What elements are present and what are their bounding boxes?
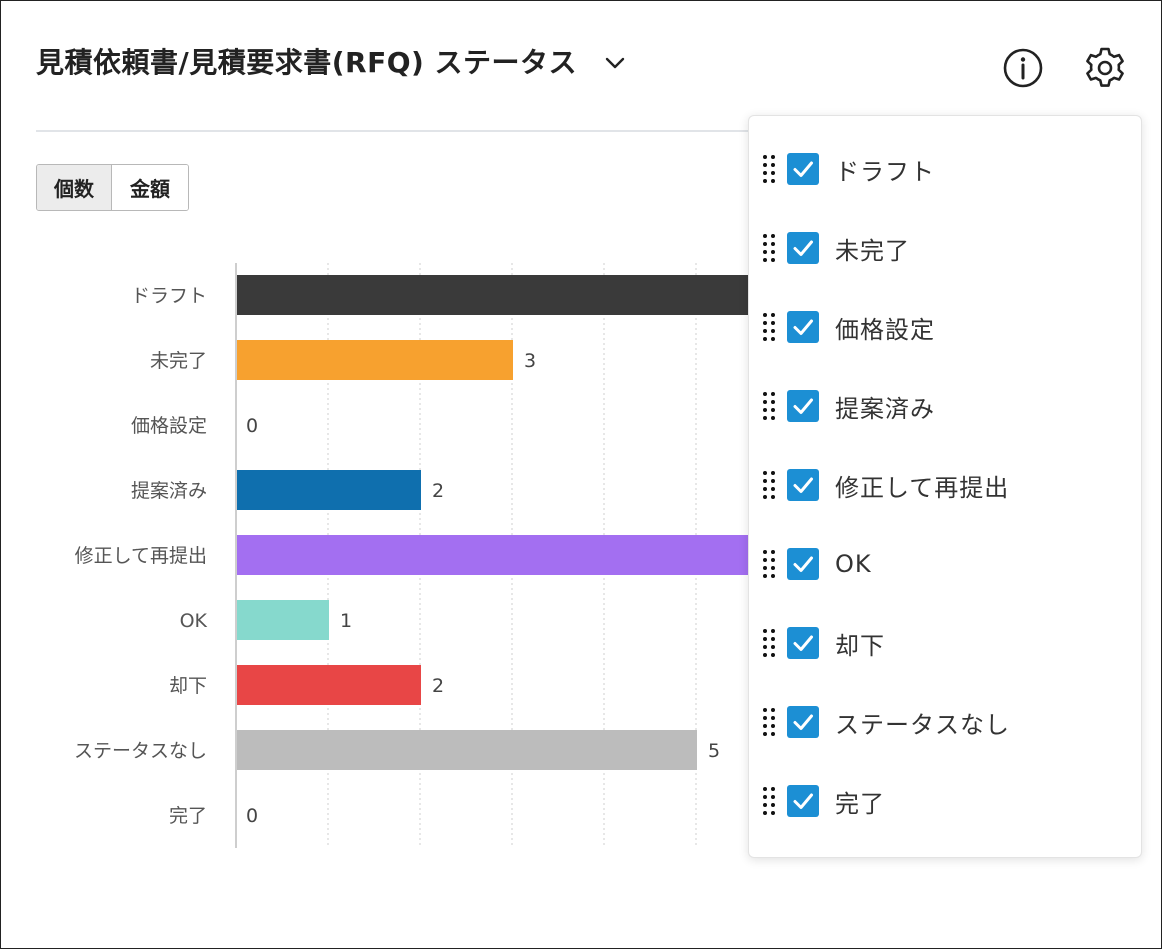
drag-handle-icon[interactable] bbox=[763, 312, 777, 342]
checkmark-icon bbox=[793, 240, 813, 256]
menu-item-label: ドラフト bbox=[835, 157, 935, 186]
checkmark-icon bbox=[793, 556, 813, 572]
checkmark-icon bbox=[793, 477, 813, 493]
bar[interactable] bbox=[237, 340, 513, 380]
category-label: 完了 bbox=[169, 805, 207, 827]
series-checkbox[interactable] bbox=[787, 785, 819, 817]
drag-handle-icon[interactable] bbox=[763, 549, 777, 579]
menu-item[interactable]: 未完了 bbox=[763, 228, 1123, 268]
menu-item[interactable]: 完了 bbox=[763, 781, 1123, 821]
checkmark-icon bbox=[793, 793, 813, 809]
bar[interactable] bbox=[237, 600, 329, 640]
category-label: ドラフト bbox=[131, 285, 207, 307]
info-icon[interactable] bbox=[1002, 47, 1044, 89]
series-checkbox[interactable] bbox=[787, 627, 819, 659]
checkmark-icon bbox=[793, 161, 813, 177]
menu-item[interactable]: 価格設定 bbox=[763, 307, 1123, 347]
drag-handle-icon[interactable] bbox=[763, 154, 777, 184]
category-label: OK bbox=[180, 610, 208, 632]
menu-item-label: 未完了 bbox=[835, 236, 910, 265]
metric-toggle: 個数 金額 bbox=[36, 164, 189, 211]
title-row[interactable]: 見積依頼書/見積要求書(RFQ) ステータス bbox=[36, 41, 627, 81]
gear-icon[interactable] bbox=[1082, 45, 1128, 91]
category-label: ステータスなし bbox=[74, 740, 207, 762]
series-checkbox[interactable] bbox=[787, 311, 819, 343]
category-label: 未完了 bbox=[150, 350, 207, 372]
bar-value-label: 3 bbox=[524, 350, 536, 372]
bar-value-label: 0 bbox=[246, 415, 258, 437]
drag-handle-icon[interactable] bbox=[763, 233, 777, 263]
menu-item[interactable]: 修正して再提出 bbox=[763, 465, 1123, 505]
menu-item[interactable]: OK bbox=[763, 544, 1123, 584]
menu-item[interactable]: ドラフト bbox=[763, 149, 1123, 189]
bar-value-label: 2 bbox=[432, 675, 444, 697]
category-label: 却下 bbox=[169, 675, 207, 697]
bar[interactable] bbox=[237, 470, 421, 510]
series-checkbox[interactable] bbox=[787, 153, 819, 185]
menu-item-label: 修正して再提出 bbox=[835, 473, 1010, 502]
bar[interactable] bbox=[237, 535, 762, 575]
drag-handle-icon[interactable] bbox=[763, 707, 777, 737]
checkmark-icon bbox=[793, 398, 813, 414]
checkmark-icon bbox=[793, 635, 813, 651]
chevron-down-icon[interactable] bbox=[603, 51, 627, 75]
bar-value-label: 2 bbox=[432, 480, 444, 502]
menu-item-label: 価格設定 bbox=[835, 315, 935, 344]
menu-item-label: ステータスなし bbox=[835, 710, 1010, 739]
bar-value-label: 1 bbox=[340, 610, 352, 632]
series-checkbox[interactable] bbox=[787, 548, 819, 580]
menu-item-label: 完了 bbox=[835, 789, 885, 818]
drag-handle-icon[interactable] bbox=[763, 391, 777, 421]
bar[interactable] bbox=[237, 275, 762, 315]
drag-handle-icon[interactable] bbox=[763, 470, 777, 500]
series-checkbox[interactable] bbox=[787, 390, 819, 422]
menu-item[interactable]: 却下 bbox=[763, 623, 1123, 663]
category-label: 価格設定 bbox=[131, 415, 207, 437]
header-divider bbox=[36, 130, 796, 132]
menu-item-label: OK bbox=[835, 550, 872, 578]
category-label: 修正して再提出 bbox=[75, 545, 207, 567]
amount-toggle-button[interactable]: 金額 bbox=[111, 165, 188, 210]
checkmark-icon bbox=[793, 319, 813, 335]
drag-handle-icon[interactable] bbox=[763, 628, 777, 658]
bar-value-label: 5 bbox=[708, 740, 720, 762]
category-label: 提案済み bbox=[131, 480, 207, 502]
checkmark-icon bbox=[793, 714, 813, 730]
menu-item[interactable]: 提案済み bbox=[763, 386, 1123, 426]
menu-item[interactable]: ステータスなし bbox=[763, 702, 1123, 742]
series-checkbox[interactable] bbox=[787, 469, 819, 501]
series-settings-menu: ドラフト未完了価格設定提案済み修正して再提出 OK 却下ステータスなし 完了 bbox=[748, 115, 1142, 858]
series-checkbox[interactable] bbox=[787, 232, 819, 264]
menu-item-label: 却下 bbox=[835, 631, 885, 660]
bar-value-label: 0 bbox=[246, 805, 258, 827]
count-toggle-button[interactable]: 個数 bbox=[37, 165, 111, 210]
menu-item-label: 提案済み bbox=[835, 394, 935, 423]
bar[interactable] bbox=[237, 665, 421, 705]
widget-title: 見積依頼書/見積要求書(RFQ) ステータス bbox=[36, 46, 578, 79]
drag-handle-icon[interactable] bbox=[763, 786, 777, 816]
series-checkbox[interactable] bbox=[787, 706, 819, 738]
bar[interactable] bbox=[237, 730, 697, 770]
